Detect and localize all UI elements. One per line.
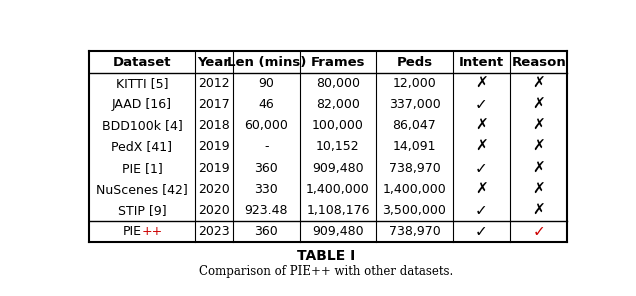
Text: Dataset: Dataset (113, 56, 171, 69)
Text: -: - (264, 140, 268, 153)
Text: ✗: ✗ (532, 160, 545, 176)
Text: 2012: 2012 (198, 77, 230, 90)
Text: NuScenes [42]: NuScenes [42] (96, 183, 188, 196)
Text: 909,480: 909,480 (312, 162, 364, 175)
Text: STIP [9]: STIP [9] (118, 204, 166, 217)
Text: 738,970: 738,970 (389, 225, 440, 238)
Text: ✓: ✓ (475, 97, 488, 112)
Text: ✗: ✗ (475, 118, 488, 133)
Text: Reason: Reason (511, 56, 566, 69)
Text: 909,480: 909,480 (312, 225, 364, 238)
Text: ✓: ✓ (475, 203, 488, 218)
Text: 90: 90 (258, 77, 274, 90)
Text: ✗: ✗ (532, 118, 545, 133)
Text: Frames: Frames (311, 56, 365, 69)
Text: 60,000: 60,000 (244, 119, 288, 132)
Text: 86,047: 86,047 (392, 119, 436, 132)
Text: 1,108,176: 1,108,176 (306, 204, 370, 217)
Text: 2020: 2020 (198, 204, 230, 217)
Text: PIE: PIE (123, 225, 142, 238)
Text: PIE [1]: PIE [1] (121, 162, 162, 175)
Text: 330: 330 (254, 183, 278, 196)
Text: 360: 360 (254, 162, 278, 175)
Text: ✓: ✓ (475, 224, 488, 239)
Text: ✗: ✗ (532, 182, 545, 197)
Text: ✗: ✗ (532, 203, 545, 218)
Text: 2020: 2020 (198, 183, 230, 196)
Text: 12,000: 12,000 (392, 77, 436, 90)
Text: 2017: 2017 (198, 98, 230, 111)
Text: ✓: ✓ (475, 160, 488, 176)
Text: 82,000: 82,000 (316, 98, 360, 111)
Text: 100,000: 100,000 (312, 119, 364, 132)
Text: 923.48: 923.48 (244, 204, 288, 217)
Text: 14,091: 14,091 (392, 140, 436, 153)
Text: TABLE I: TABLE I (297, 249, 355, 263)
Text: 2018: 2018 (198, 119, 230, 132)
Text: 1,400,000: 1,400,000 (383, 183, 446, 196)
Text: ✗: ✗ (532, 139, 545, 154)
Text: BDD100k [4]: BDD100k [4] (102, 119, 183, 132)
Text: KITTI [5]: KITTI [5] (116, 77, 168, 90)
Text: ✗: ✗ (475, 76, 488, 91)
Text: 1,400,000: 1,400,000 (306, 183, 370, 196)
Text: 46: 46 (258, 98, 274, 111)
Text: 2019: 2019 (198, 162, 230, 175)
Text: Year: Year (197, 56, 230, 69)
Text: ✗: ✗ (532, 76, 545, 91)
Text: 337,000: 337,000 (389, 98, 440, 111)
Text: 2023: 2023 (198, 225, 230, 238)
Text: ✗: ✗ (475, 182, 488, 197)
Text: 2019: 2019 (198, 140, 230, 153)
Text: ✗: ✗ (532, 97, 545, 112)
Text: Peds: Peds (396, 56, 432, 69)
Text: 3,500,000: 3,500,000 (382, 204, 446, 217)
Text: ✓: ✓ (532, 224, 545, 239)
Text: ++: ++ (142, 225, 163, 238)
Text: JAAD [16]: JAAD [16] (112, 98, 172, 111)
Text: PedX [41]: PedX [41] (111, 140, 172, 153)
Text: 738,970: 738,970 (389, 162, 440, 175)
Text: ✗: ✗ (475, 139, 488, 154)
Text: 10,152: 10,152 (316, 140, 360, 153)
Text: Comparison of PIE++ with other datasets.: Comparison of PIE++ with other datasets. (199, 265, 453, 278)
Text: Intent: Intent (459, 56, 504, 69)
Text: 360: 360 (254, 225, 278, 238)
Text: 80,000: 80,000 (316, 77, 360, 90)
Text: Len (mins): Len (mins) (226, 56, 306, 69)
